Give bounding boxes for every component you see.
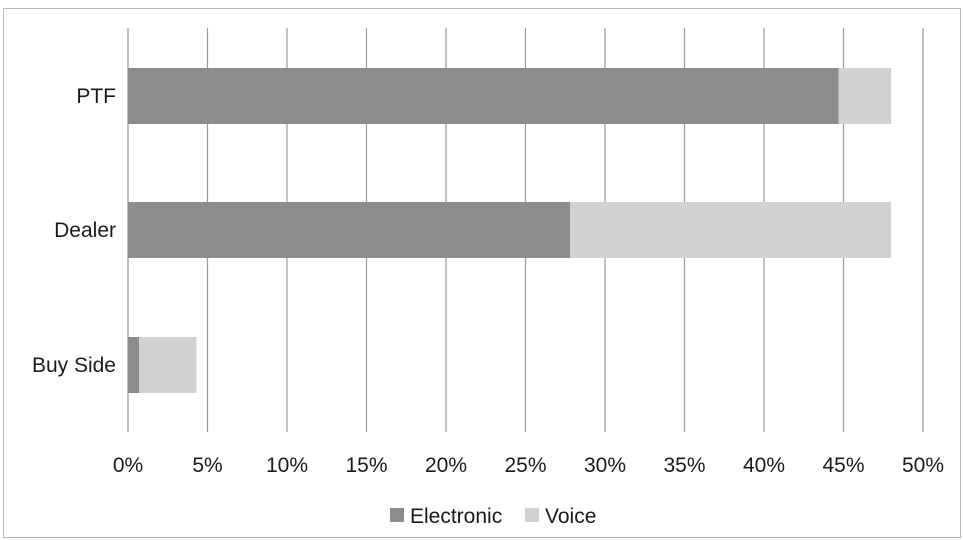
category-label: PTF [76, 85, 116, 108]
bar-dealer-voice [570, 202, 892, 258]
legend-swatch-electronic [390, 508, 404, 522]
category-labels: PTF Dealer Buy Side [32, 85, 116, 377]
x-axis-ticks: 0% 5% 10% 15% 20% 25% 30% 35% 40% 45% 50% [113, 454, 944, 477]
legend: Electronic Voice [390, 505, 596, 528]
bars [128, 68, 892, 393]
x-tick-label: 30% [584, 454, 626, 477]
x-tick-label: 40% [743, 454, 785, 477]
bar-ptf-electronic [128, 68, 839, 124]
legend-swatch-voice [525, 508, 539, 522]
bar-dealer-electronic [128, 202, 571, 258]
legend-label-electronic: Electronic [410, 505, 502, 528]
bar-buy-side-voice [139, 337, 197, 393]
x-tick-label: 45% [822, 454, 864, 477]
x-tick-label: 25% [504, 454, 546, 477]
bar-buy-side-electronic [128, 337, 140, 393]
x-tick-label: 35% [663, 454, 705, 477]
category-label: Dealer [54, 219, 116, 242]
x-tick-label: 15% [345, 454, 387, 477]
x-tick-label: 5% [192, 454, 222, 477]
x-tick-label: 10% [266, 454, 308, 477]
category-label: Buy Side [32, 354, 116, 377]
legend-label-voice: Voice [545, 505, 596, 528]
x-tick-label: 50% [902, 454, 944, 477]
x-tick-label: 0% [113, 454, 143, 477]
bar-ptf-voice [838, 68, 892, 124]
x-tick-label: 20% [425, 454, 467, 477]
